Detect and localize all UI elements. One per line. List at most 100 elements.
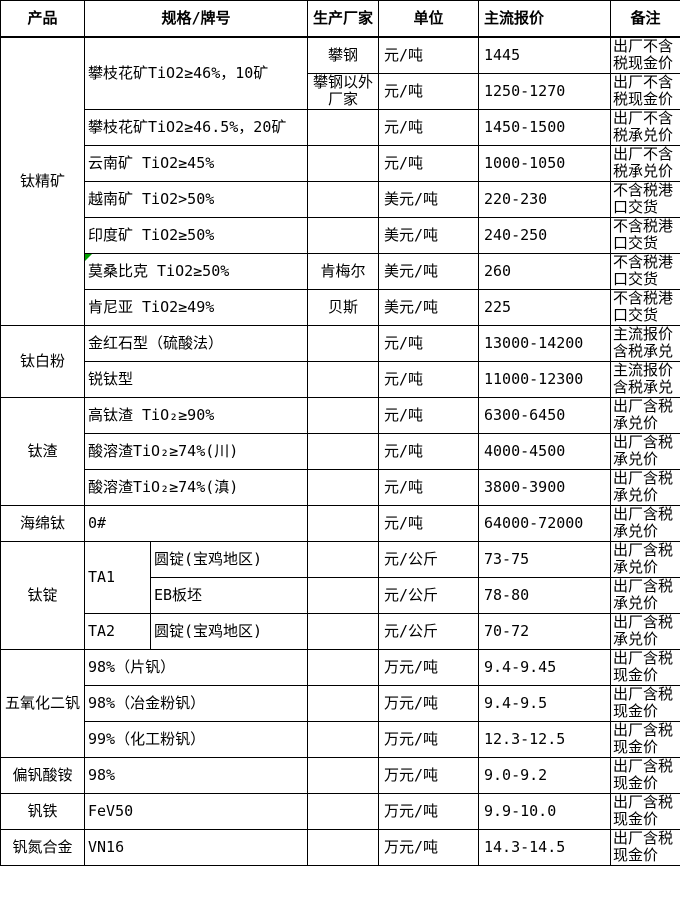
cell-unit: 元/吨 [378, 36, 479, 74]
cell-spec: 云南矿 TiO2≥45% [84, 144, 308, 182]
spec-text: 莫桑比克 TiO2≥50% [88, 261, 230, 280]
cell-maker [307, 108, 379, 146]
cell-note: 出厂含税现金价 [610, 828, 680, 866]
cell-note: 不含税港口交货 [610, 216, 680, 254]
cell-price: 70-72 [478, 612, 611, 650]
cell-price: 64000-72000 [478, 504, 611, 542]
cell-price: 9.0-9.2 [478, 756, 611, 794]
cell-maker: 贝斯 [307, 288, 379, 326]
cell-note: 出厂不含税现金价 [610, 72, 680, 110]
cell-unit: 元/公斤 [378, 540, 479, 578]
cell-maker [307, 684, 379, 722]
cell-unit: 元/吨 [378, 144, 479, 182]
table-row: 钛精矿 攀枝花矿TiO2≥46%，10矿 攀钢 元/吨 1445 出厂不含税现金… [0, 36, 680, 326]
cell-note: 出厂含税承兑价 [610, 612, 680, 650]
cell-maker [307, 756, 379, 794]
cell-spec: 98%（片钒） [84, 648, 308, 686]
cell-grade: TA2 [84, 612, 151, 650]
cell-price: 73-75 [478, 540, 611, 578]
cell-note: 出厂含税现金价 [610, 684, 680, 722]
cell-price: 225 [478, 288, 611, 326]
cell-price: 240-250 [478, 216, 611, 254]
cell-product: 钛锭 [0, 540, 85, 650]
table-row: 攀钢以外厂家 元/吨 1250-1270 出厂不含税现金价 [1, 72, 680, 110]
cell-note: 出厂含税承兑价 [610, 540, 680, 578]
cell-note: 不含税港口交货 [610, 180, 680, 218]
cell-note: 出厂含税承兑价 [610, 432, 680, 470]
cell-note: 出厂含税承兑价 [610, 468, 680, 506]
cell-spec: 圆锭(宝鸡地区) [150, 612, 308, 650]
cell-note: 出厂不含税现金价 [610, 36, 680, 74]
cell-spec: 酸溶渣TiO₂≥74%(滇) [84, 468, 308, 506]
cell-note: 不含税港口交货 [610, 252, 680, 290]
cell-spec: 99%（化工粉钒） [84, 720, 308, 758]
cell-note: 出厂不含税承兑价 [610, 144, 680, 182]
cell-maker [307, 792, 379, 830]
cell-unit: 万元/吨 [378, 828, 479, 866]
cell-spec: 莫桑比克 TiO2≥50% [84, 252, 308, 290]
table-row: 攀枝花矿TiO2≥46.5%，20矿 元/吨 1450-1500 出厂不含税承兑… [1, 108, 680, 146]
table-row: TA2 圆锭(宝鸡地区) 元/公斤 70-72 出厂含税承兑价 [1, 612, 680, 650]
cell-unit: 万元/吨 [378, 684, 479, 722]
cell-spec: 98% [84, 756, 308, 794]
table-row: 云南矿 TiO2≥45% 元/吨 1000-1050 出厂不含税承兑价 [1, 144, 680, 182]
cell-product: 钛渣 [0, 396, 85, 506]
cell-note: 出厂含税现金价 [610, 756, 680, 794]
cell-note: 出厂不含税承兑价 [610, 108, 680, 146]
cell-product: 钒氮合金 [0, 828, 85, 866]
cell-unit: 元/吨 [378, 396, 479, 434]
cell-unit: 元/吨 [378, 468, 479, 506]
cell-unit: 元/吨 [378, 72, 479, 110]
header-cell-spec: 规格/牌号 [84, 0, 308, 38]
cell-product: 钛精矿 [0, 36, 85, 326]
cell-unit: 万元/吨 [378, 648, 479, 686]
cell-spec: 攀枝花矿TiO2≥46%，10矿 [84, 36, 308, 110]
cell-price: 78-80 [478, 576, 611, 614]
cell-maker [307, 540, 379, 578]
table-row: 钛白粉 金红石型（硫酸法） 元/吨 13000-14200 主流报价含税承兑 [0, 324, 680, 398]
cell-price: 9.4-9.45 [478, 648, 611, 686]
cell-maker [307, 648, 379, 686]
table-row: 酸溶渣TiO₂≥74%(川) 元/吨 4000-4500 出厂含税承兑价 [1, 432, 680, 470]
cell-price: 9.4-9.5 [478, 684, 611, 722]
cell-unit: 万元/吨 [378, 720, 479, 758]
cell-price: 1445 [478, 36, 611, 74]
cell-price: 6300-6450 [478, 396, 611, 434]
cell-note: 出厂含税现金价 [610, 792, 680, 830]
cell-price: 13000-14200 [478, 324, 611, 362]
table-row: 锐钛型 元/吨 11000-12300 主流报价含税承兑 [1, 360, 680, 398]
cell-spec: 酸溶渣TiO₂≥74%(川) [84, 432, 308, 470]
cell-price: 1450-1500 [478, 108, 611, 146]
cell-maker [307, 360, 379, 398]
header-row: 产品 规格/牌号 生产厂家 单位 主流报价 备注 [0, 0, 680, 38]
cell-unit: 元/吨 [378, 324, 479, 362]
cell-maker [307, 612, 379, 650]
header-cell-maker: 生产厂家 [307, 0, 379, 38]
table-row: EB板坯 元/公斤 78-80 出厂含税承兑价 [1, 576, 680, 614]
cell-unit: 美元/吨 [378, 180, 479, 218]
cell-price: 9.9-10.0 [478, 792, 611, 830]
cell-unit: 元/吨 [378, 108, 479, 146]
cell-price: 220-230 [478, 180, 611, 218]
cell-price: 12.3-12.5 [478, 720, 611, 758]
cell-product: 五氧化二钒 [0, 648, 85, 758]
table-row: 印度矿 TiO2≥50% 美元/吨 240-250 不含税港口交货 [1, 216, 680, 254]
cell-spec: EB板坯 [150, 576, 308, 614]
cell-grade: TA1 [84, 540, 151, 614]
table-row: 钒铁 FeV50 万元/吨 9.9-10.0 出厂含税现金价 [0, 792, 680, 830]
cell-product: 偏钒酸铵 [0, 756, 85, 794]
table-row: 酸溶渣TiO₂≥74%(滇) 元/吨 3800-3900 出厂含税承兑价 [1, 468, 680, 506]
cell-maker [307, 576, 379, 614]
cell-note: 出厂含税现金价 [610, 720, 680, 758]
cell-maker [307, 180, 379, 218]
cell-unit: 元/公斤 [378, 612, 479, 650]
header-cell-product: 产品 [0, 0, 85, 38]
cell-spec: 金红石型（硫酸法） [84, 324, 308, 362]
cell-spec: 0# [84, 504, 308, 542]
cell-spec: 圆锭(宝鸡地区) [150, 540, 308, 578]
cell-maker [307, 144, 379, 182]
cell-unit: 美元/吨 [378, 216, 479, 254]
cell-spec: VN16 [84, 828, 308, 866]
cell-price: 1250-1270 [478, 72, 611, 110]
